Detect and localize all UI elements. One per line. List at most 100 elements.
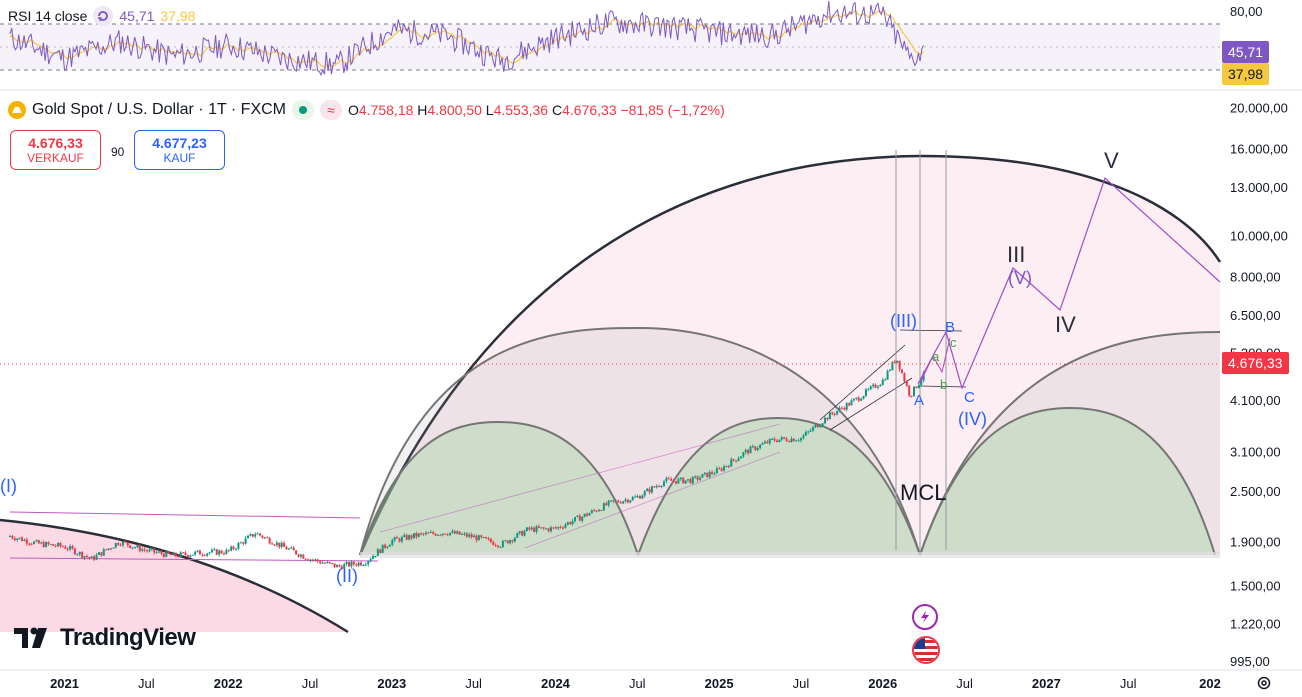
small-arc-2-fill	[638, 418, 920, 555]
candle-body	[824, 417, 827, 424]
candle-body	[650, 486, 653, 493]
candle-body	[838, 407, 841, 412]
spread-value: 90	[111, 145, 125, 159]
candle-body	[780, 437, 783, 440]
candle-body	[357, 562, 360, 566]
candle-body	[177, 556, 180, 558]
candle-body	[146, 550, 149, 552]
label-big-iii: III	[1007, 242, 1025, 267]
candle-body	[254, 534, 257, 537]
time-axis-tick: Jul	[138, 676, 155, 691]
candle-body	[232, 546, 235, 550]
main-legend[interactable]: Gold Spot / U.S. Dollar · 1T · FXCM ≈ O4…	[0, 98, 725, 122]
candle-body	[845, 403, 848, 410]
flash-icon[interactable]	[912, 604, 938, 630]
candle-body	[57, 542, 60, 547]
candle-body	[528, 527, 531, 530]
time-axis-tick: Jul	[629, 676, 646, 691]
price-axis-tick: 2.500,00	[1230, 484, 1281, 499]
candle-body	[800, 438, 803, 441]
candle-body	[766, 441, 769, 444]
time-axis-tick: Jul	[1120, 676, 1137, 691]
candle-body	[879, 384, 882, 387]
candle-body	[372, 556, 375, 560]
candle-body	[641, 495, 644, 499]
candle-body	[90, 556, 93, 559]
candle-body	[405, 535, 408, 540]
candle-body	[790, 438, 793, 443]
candle-body	[28, 543, 31, 545]
label-c-small: c	[950, 335, 957, 350]
candle-body	[61, 546, 64, 548]
candle-body	[547, 528, 550, 532]
candle-body	[535, 526, 538, 532]
candle-body	[222, 553, 225, 555]
candle-body	[559, 526, 562, 528]
candle-body	[759, 444, 762, 449]
candle-body	[605, 503, 608, 506]
market-status-icon[interactable]	[292, 100, 314, 120]
candle-body	[682, 477, 685, 484]
rsi-band	[0, 24, 1220, 70]
candle-body	[400, 536, 403, 542]
small-arc-2	[637, 416, 921, 556]
sell-button[interactable]: 4.676,33 VERKAUF	[10, 130, 101, 170]
candle-body	[533, 527, 536, 532]
candle-body	[410, 535, 413, 539]
wave-icon[interactable]: ≈	[320, 100, 342, 120]
candle-body	[773, 438, 776, 441]
candle-body	[323, 562, 326, 564]
candle-body	[468, 534, 471, 537]
candle-body	[499, 546, 502, 548]
candle-body	[658, 486, 661, 488]
candle-body	[624, 499, 627, 502]
candle-body	[525, 527, 528, 531]
time-axis-tick: 2023	[377, 676, 406, 691]
candle-body	[667, 478, 670, 480]
candle-body	[744, 449, 747, 453]
candle-body	[453, 531, 456, 534]
candle-body	[888, 370, 891, 372]
symbol-title[interactable]: Gold Spot / U.S. Dollar · 1T · FXCM	[32, 101, 286, 118]
candle-body	[81, 551, 84, 558]
candle-body	[326, 562, 329, 564]
candle-body	[561, 527, 564, 529]
time-axis-tick: 2027	[1032, 676, 1061, 691]
candle-body	[725, 465, 728, 467]
buy-button[interactable]: 4.677,23 KAUF	[134, 130, 225, 170]
price-axis-tick: 16.000,00	[1230, 142, 1288, 157]
candle-body	[687, 479, 690, 481]
candle-body	[821, 423, 824, 426]
rsi-value-tag: 45,71	[1222, 41, 1270, 63]
mid-arc-1	[359, 326, 921, 556]
indicator-icon[interactable]	[93, 6, 114, 26]
price-axis-tick: 20.000,00	[1230, 101, 1288, 116]
rsi-legend[interactable]: RSI 14 close 45,71 37,98	[0, 4, 195, 28]
price-axis[interactable]: 20.000,00 16.000,00 13.000,00 10.000,00 8.00…	[1230, 101, 1288, 669]
candle-body	[143, 549, 146, 551]
settings-icon[interactable]	[1255, 674, 1273, 692]
candle-body	[662, 481, 665, 486]
candle-body	[670, 478, 673, 481]
candle-body	[631, 497, 634, 501]
candle-body	[134, 547, 137, 549]
us-flag-icon[interactable]	[912, 636, 940, 664]
candle-body	[381, 544, 384, 553]
candle-body	[718, 468, 721, 470]
label-mcl: MCL	[900, 480, 946, 505]
candle-body	[78, 551, 81, 555]
candle-body	[463, 533, 466, 535]
candle-body	[158, 551, 161, 553]
price-axis-tick: 995,00	[1230, 654, 1270, 669]
candle-body	[172, 552, 175, 556]
candle-body	[607, 500, 610, 506]
candle-body	[446, 534, 449, 536]
tradingview-logo[interactable]: TradingView	[14, 624, 196, 652]
time-axis[interactable]: 2021 Jul 2022 Jul 2023 Jul 2024 Jul 2025 Jul 2026 J…	[50, 676, 1221, 691]
candle-body	[451, 531, 454, 533]
candle-body	[242, 542, 245, 544]
candle-body	[908, 385, 911, 396]
candle-body	[619, 502, 622, 504]
candle-body	[867, 389, 870, 391]
